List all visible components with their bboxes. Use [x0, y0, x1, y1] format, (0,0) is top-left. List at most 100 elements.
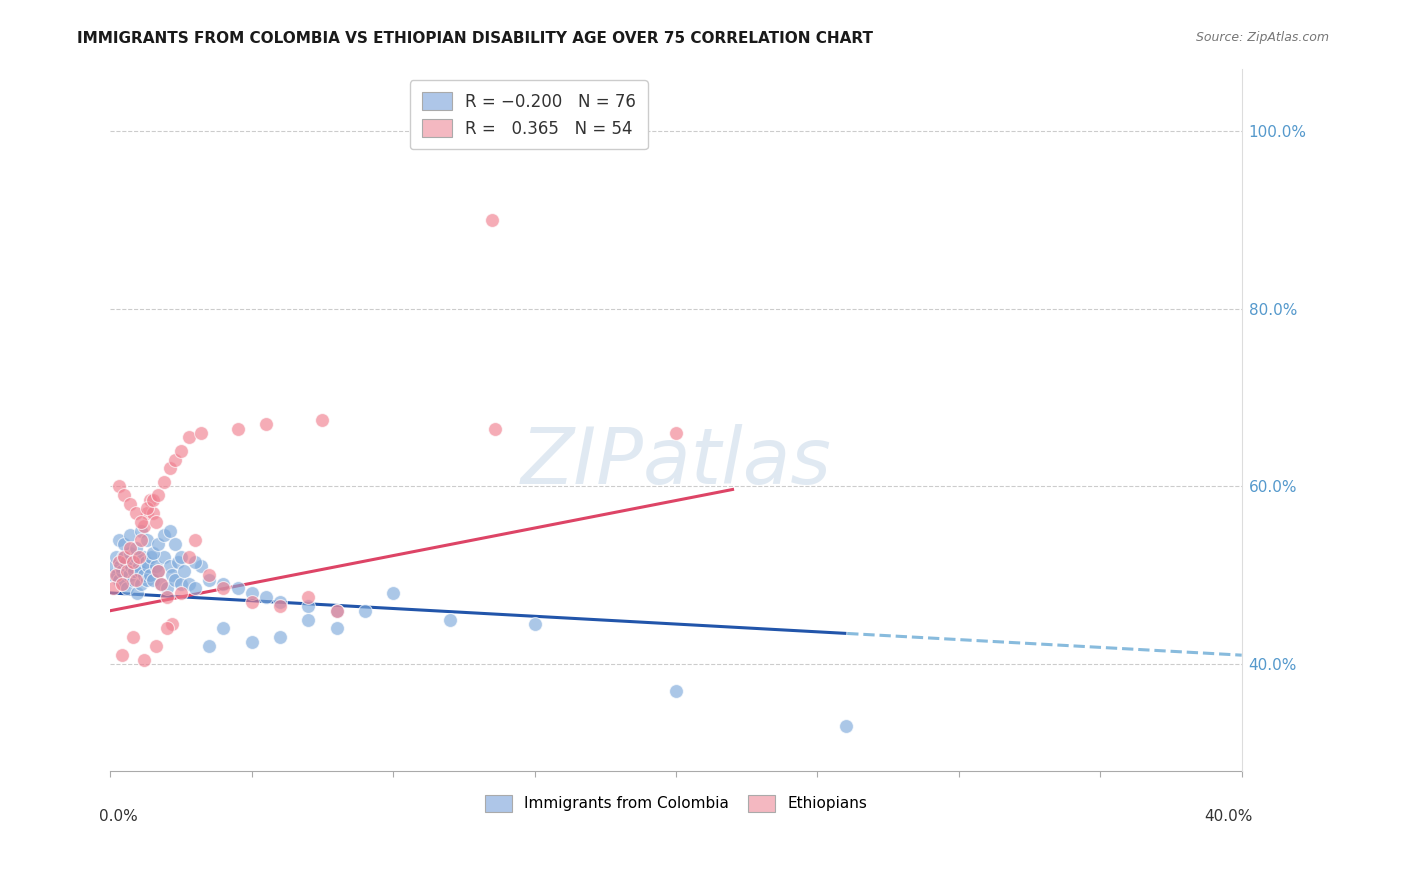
Legend: Immigrants from Colombia, Ethiopians: Immigrants from Colombia, Ethiopians — [477, 788, 875, 819]
Ethiopians — [162, 617, 184, 632]
Ethiopians — [142, 506, 165, 520]
Ethiopians — [148, 488, 170, 502]
Immigrants from Colombia — [112, 577, 135, 591]
Ethiopians — [122, 555, 145, 569]
Ethiopians — [145, 640, 167, 654]
Ethiopians — [170, 443, 193, 458]
Immigrants from Colombia — [198, 640, 221, 654]
Ethiopians — [148, 564, 170, 578]
Ethiopians — [297, 591, 319, 605]
Immigrants from Colombia — [129, 564, 152, 578]
Immigrants from Colombia — [112, 537, 135, 551]
Immigrants from Colombia — [212, 622, 235, 636]
Immigrants from Colombia — [353, 604, 375, 618]
Immigrants from Colombia — [240, 586, 263, 600]
Immigrants from Colombia — [120, 528, 142, 542]
Immigrants from Colombia — [184, 582, 207, 596]
Ethiopians — [107, 555, 129, 569]
Immigrants from Colombia — [124, 564, 146, 578]
Ethiopians — [110, 577, 132, 591]
Immigrants from Colombia — [173, 564, 195, 578]
Immigrants from Colombia — [125, 550, 148, 565]
Ethiopians — [170, 586, 193, 600]
Ethiopians — [145, 515, 167, 529]
Immigrants from Colombia — [145, 559, 167, 574]
Ethiopians — [179, 550, 201, 565]
Immigrants from Colombia — [141, 550, 163, 565]
Ethiopians — [115, 564, 138, 578]
Immigrants from Colombia — [134, 568, 156, 582]
Immigrants from Colombia — [156, 582, 179, 596]
Immigrants from Colombia — [198, 573, 221, 587]
Immigrants from Colombia — [382, 586, 405, 600]
Ethiopians — [190, 425, 212, 440]
Immigrants from Colombia — [269, 631, 291, 645]
Ethiopians — [104, 568, 127, 582]
Immigrants from Colombia — [165, 537, 187, 551]
Ethiopians — [269, 599, 291, 614]
Ethiopians — [122, 631, 145, 645]
Immigrants from Colombia — [665, 683, 688, 698]
Ethiopians — [134, 519, 156, 533]
Immigrants from Colombia — [167, 555, 190, 569]
Immigrants from Colombia — [153, 528, 176, 542]
Ethiopians — [125, 573, 148, 587]
Ethiopians — [101, 582, 124, 596]
Immigrants from Colombia — [117, 568, 139, 582]
Immigrants from Colombia — [165, 573, 187, 587]
Ethiopians — [139, 492, 162, 507]
Text: IMMIGRANTS FROM COLOMBIA VS ETHIOPIAN DISABILITY AGE OVER 75 CORRELATION CHART: IMMIGRANTS FROM COLOMBIA VS ETHIOPIAN DI… — [77, 31, 873, 46]
Immigrants from Colombia — [115, 582, 138, 596]
Immigrants from Colombia — [297, 599, 319, 614]
Ethiopians — [325, 604, 347, 618]
Ethiopians — [198, 568, 221, 582]
Immigrants from Colombia — [142, 573, 165, 587]
Immigrants from Colombia — [127, 586, 149, 600]
Ethiopians — [120, 541, 142, 556]
Immigrants from Colombia — [142, 546, 165, 560]
Immigrants from Colombia — [297, 613, 319, 627]
Ethiopians — [142, 492, 165, 507]
Immigrants from Colombia — [108, 559, 131, 574]
Ethiopians — [136, 506, 159, 520]
Text: 0.0%: 0.0% — [98, 809, 138, 824]
Immigrants from Colombia — [179, 577, 201, 591]
Immigrants from Colombia — [107, 573, 129, 587]
Ethiopians — [212, 582, 235, 596]
Ethiopians — [179, 430, 201, 444]
Ethiopians — [254, 417, 277, 431]
Immigrants from Colombia — [135, 555, 157, 569]
Ethiopians — [120, 497, 142, 511]
Immigrants from Colombia — [132, 550, 155, 565]
Ethiopians — [112, 550, 135, 565]
Ethiopians — [153, 475, 176, 489]
Immigrants from Colombia — [114, 555, 136, 569]
Immigrants from Colombia — [170, 577, 193, 591]
Immigrants from Colombia — [107, 533, 129, 547]
Ethiopians — [128, 550, 150, 565]
Immigrants from Colombia — [148, 564, 170, 578]
Immigrants from Colombia — [103, 559, 125, 574]
Immigrants from Colombia — [121, 559, 143, 574]
Immigrants from Colombia — [125, 541, 148, 556]
Ethiopians — [131, 515, 153, 529]
Ethiopians — [481, 212, 503, 227]
Ethiopians — [110, 648, 132, 662]
Text: Source: ZipAtlas.com: Source: ZipAtlas.com — [1195, 31, 1329, 45]
Immigrants from Colombia — [159, 524, 181, 538]
Ethiopians — [240, 595, 263, 609]
Immigrants from Colombia — [240, 635, 263, 649]
Immigrants from Colombia — [159, 559, 181, 574]
Immigrants from Colombia — [110, 564, 132, 578]
Immigrants from Colombia — [104, 550, 127, 565]
Ethiopians — [311, 412, 333, 426]
Immigrants from Colombia — [439, 613, 461, 627]
Ethiopians — [226, 421, 249, 435]
Immigrants from Colombia — [122, 573, 145, 587]
Text: 40.0%: 40.0% — [1205, 809, 1253, 824]
Ethiopians — [134, 652, 156, 666]
Ethiopians — [484, 421, 506, 435]
Immigrants from Colombia — [128, 559, 150, 574]
Immigrants from Colombia — [120, 546, 142, 560]
Immigrants from Colombia — [136, 573, 159, 587]
